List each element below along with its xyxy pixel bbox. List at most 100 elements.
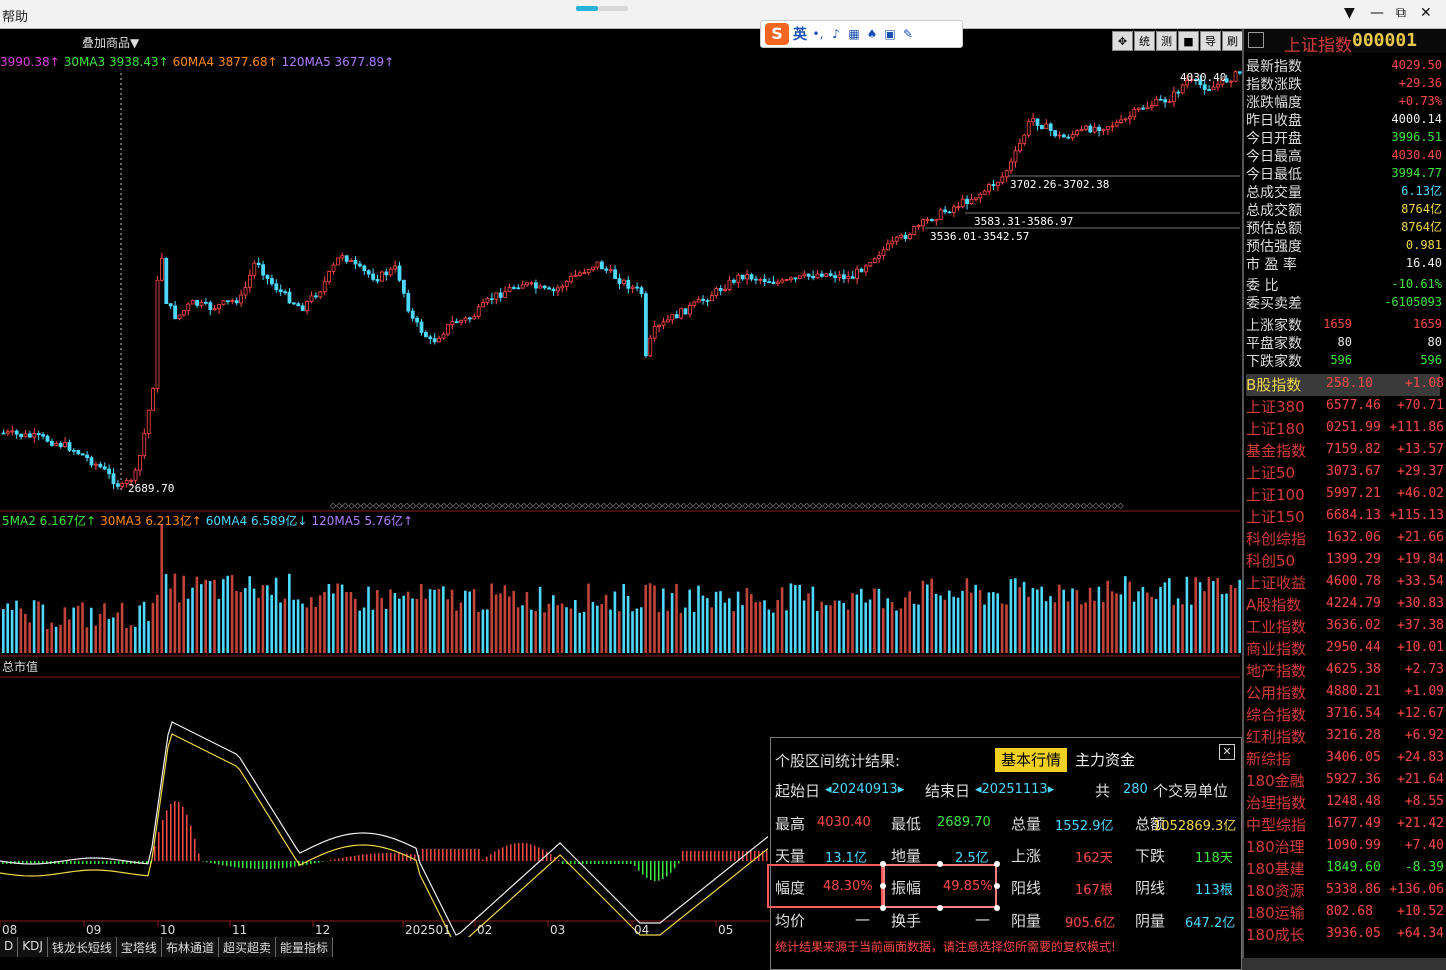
close-icon[interactable]: ✕	[1219, 744, 1235, 760]
candlestick-chart[interactable]: ◇◇◇◇◇◇◇◇◇◇◇◇◇◇◇◇◇◇◇◇◇◇◇◇◇◇◇◇◇◇◇◇◇◇◇◇◇◇◇◇…	[0, 53, 1242, 937]
index-row-price: 6577.46	[1326, 398, 1381, 413]
candle-body	[291, 302, 296, 305]
index-row[interactable]: 科创综指 1632.06 +21.66	[1246, 528, 1444, 550]
start-date[interactable]: ◂20240913▸	[825, 782, 905, 797]
yang-value: 167根	[1075, 883, 1113, 898]
index-row[interactable]: 工业指数 3636.02 +37.38	[1246, 616, 1444, 638]
apps-icon[interactable]: ▣	[884, 27, 896, 41]
index-row[interactable]: B股指数 258.10 +1.08	[1246, 374, 1444, 396]
index-row[interactable]: 上证50 3073.67 +29.37	[1246, 462, 1444, 484]
restore-icon[interactable]: ⧉	[1396, 5, 1406, 21]
volume-bar	[116, 612, 119, 653]
index-row[interactable]: 上证150 6684.13 +115.13	[1246, 506, 1444, 528]
drag-handle[interactable]	[576, 6, 598, 11]
index-row[interactable]: 上证收益 4600.78 +33.54	[1246, 572, 1444, 594]
macd-bar	[282, 861, 284, 869]
tab-capital[interactable]: 主力资金	[1075, 751, 1136, 769]
amplitude-highlight[interactable]	[883, 864, 997, 908]
index-row[interactable]: 180资源 5338.86 +136.06	[1246, 880, 1444, 902]
index-row[interactable]: 新综指 3406.05 +24.83	[1246, 748, 1444, 770]
end-date[interactable]: ◂20251113▸	[975, 782, 1055, 797]
refresh-tool-button[interactable]: 刷	[1222, 31, 1243, 51]
index-row[interactable]: 红利指数 3216.28 +6.92	[1246, 726, 1444, 748]
indicator-tab-0[interactable]: D	[0, 937, 19, 957]
indicator-tab-3[interactable]: 宝塔线	[116, 937, 162, 957]
index-row-price: 3216.28	[1326, 728, 1381, 743]
index-row[interactable]: 中型综指 1677.49 +21.42	[1246, 814, 1444, 836]
candle-body	[692, 301, 697, 306]
index-row[interactable]: 180运输 802.68 +10.52	[1246, 902, 1444, 924]
resize-handle[interactable]	[994, 905, 1000, 911]
candle-body	[467, 317, 472, 320]
index-row[interactable]: 180基建 1849.60 -8.39	[1246, 858, 1444, 880]
candle-body	[415, 317, 420, 323]
volume-bar	[983, 604, 986, 653]
x-tick-label: 12	[315, 923, 330, 937]
volume-bar	[1084, 602, 1087, 653]
resize-handle[interactable]	[994, 861, 1000, 867]
macd-bar	[486, 856, 488, 861]
index-row[interactable]: 公用指数 4880.21 +1.09	[1246, 682, 1444, 704]
volume-bar	[459, 602, 463, 653]
resize-handle[interactable]	[880, 883, 886, 889]
index-row[interactable]: 基金指数 7159.82 +13.57	[1246, 440, 1444, 462]
resize-handle[interactable]	[994, 883, 1000, 889]
measure-tool-button[interactable]: 测	[1156, 31, 1177, 51]
panel-scroll-footer[interactable]	[1242, 958, 1446, 970]
index-row[interactable]: 180治理 1090.99 +7.40	[1246, 836, 1444, 858]
dropdown-icon[interactable]: ▼	[1344, 5, 1355, 21]
index-row[interactable]: A股指数 4224.79 +30.83	[1246, 594, 1444, 616]
menu-help[interactable]: 帮助	[2, 10, 29, 25]
resize-handle[interactable]	[880, 861, 886, 867]
resize-handle[interactable]	[880, 905, 886, 911]
indicator-tab-2[interactable]: 钱龙长短线	[47, 937, 117, 957]
index-row[interactable]: 商业指数 2950.44 +10.01	[1246, 638, 1444, 660]
yang-volume-label: 阳量	[1011, 912, 1042, 930]
index-row[interactable]: 上证380 6577.46 +70.71	[1246, 396, 1444, 418]
keyboard-icon[interactable]: ▦	[848, 27, 860, 41]
index-row[interactable]: 科创50 1399.29 +19.84	[1246, 550, 1444, 572]
candle-body	[287, 291, 292, 304]
punctuation-icon[interactable]: •,	[812, 27, 824, 41]
tools-icon[interactable]: ✎	[902, 27, 914, 41]
resize-handle[interactable]	[937, 861, 943, 867]
indicator-tab-4[interactable]: 布林通道	[161, 937, 219, 957]
index-row-price: 1399.29	[1326, 552, 1381, 567]
move-tool-icon[interactable]: ✥	[1112, 31, 1133, 51]
amplitude-label: 振幅	[891, 879, 922, 897]
candle-body	[45, 435, 50, 442]
indicator-tab-1[interactable]: KDJ	[18, 937, 48, 957]
volume-bar	[81, 602, 84, 653]
candle-body	[600, 261, 604, 270]
close-icon[interactable]: ✕	[1420, 5, 1432, 21]
tab-basic[interactable]: 基本行情	[995, 748, 1067, 772]
volume-bar	[1062, 589, 1065, 653]
ime-language-toggle[interactable]: 英	[793, 27, 807, 43]
index-row[interactable]: 上证100 5997.21 +46.02	[1246, 484, 1444, 506]
draw-tool-button[interactable]: ■	[1178, 31, 1199, 51]
stats-tool-button[interactable]: 统	[1134, 31, 1155, 51]
ime-toolbar[interactable]: S 英 •, ♪ ▦ ♠ ▣ ✎	[760, 20, 963, 48]
index-row[interactable]: 180成长 3936.05 +64.34	[1246, 924, 1444, 946]
index-row[interactable]: 180金融 5927.36 +21.64	[1246, 770, 1444, 792]
panel-toggle-icon[interactable]	[1248, 32, 1264, 48]
x-tick-label: 04	[634, 923, 649, 937]
indicator-tab-6[interactable]: 能量指标	[275, 937, 333, 957]
index-row[interactable]: 治理指数 1248.48 +8.55	[1246, 792, 1444, 814]
microphone-icon[interactable]: ♪	[832, 27, 840, 41]
index-row[interactable]: 综合指数 3716.54 +12.67	[1246, 704, 1444, 726]
export-tool-button[interactable]: 导	[1200, 31, 1221, 51]
indicator-tab-5[interactable]: 超买超卖	[218, 937, 276, 957]
index-row[interactable]: 地产指数 4625.38 +2.73	[1246, 660, 1444, 682]
index-row[interactable]: 上证180 0251.99 +111.86	[1246, 418, 1444, 440]
volume-bar	[582, 611, 586, 653]
skin-icon[interactable]: ♠	[866, 27, 878, 41]
sogou-logo-icon[interactable]: S	[765, 23, 789, 45]
overlay-product-dropdown[interactable]: 叠加商品▼	[82, 36, 140, 50]
macd-bar	[698, 851, 700, 861]
volume-bar	[1172, 605, 1175, 653]
candle-body	[604, 268, 609, 271]
resize-handle[interactable]	[937, 905, 943, 911]
minimize-icon[interactable]: —	[1370, 5, 1384, 21]
index-row-change: +6.92	[1404, 728, 1444, 743]
